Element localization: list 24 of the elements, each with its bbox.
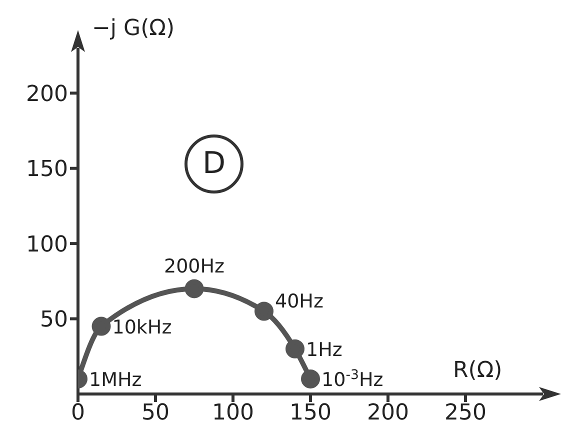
y-tick-label: 50 <box>40 308 68 333</box>
annotation: D <box>201 146 227 181</box>
annotation: 40Hz <box>275 290 324 312</box>
y-axis-title: −j G(Ω) <box>92 16 175 41</box>
annotation: 1MHz <box>89 368 142 391</box>
x-tick-label: 100 <box>212 400 254 426</box>
annotation: 200Hz <box>164 256 225 278</box>
x-tick-label: 0 <box>71 400 85 426</box>
x-tick-label: 250 <box>444 400 486 426</box>
y-tick-label: 200 <box>26 82 68 107</box>
point <box>286 339 304 358</box>
x-tick-label: 50 <box>142 400 170 426</box>
y-tick-label: 150 <box>26 157 68 182</box>
point <box>184 279 204 298</box>
point <box>254 302 274 321</box>
point <box>92 316 111 336</box>
x-axis-title: R(Ω) <box>453 358 502 383</box>
point <box>301 369 320 388</box>
annotation: 10kHz <box>112 316 172 338</box>
annotation: 1Hz <box>306 338 342 361</box>
annotation: 10$^{-3}$Hz <box>322 367 384 391</box>
y-tick-label: 100 <box>26 232 68 258</box>
x-tick-label: 150 <box>290 400 332 426</box>
x-tick-label: 200 <box>367 400 409 426</box>
